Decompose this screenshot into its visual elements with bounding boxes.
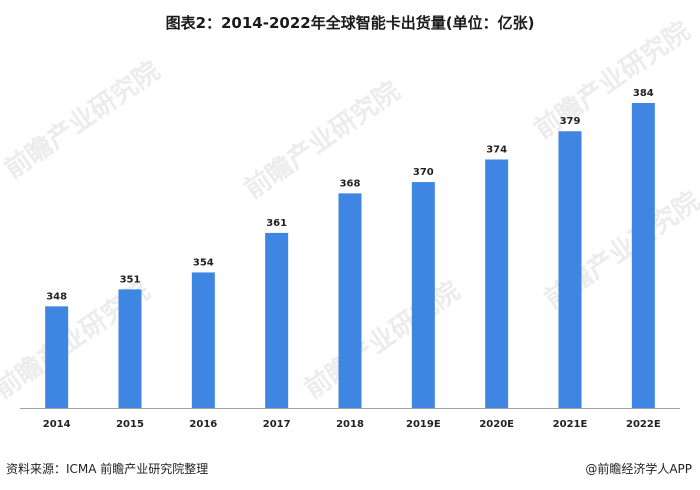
bar-2020E: [485, 159, 509, 408]
bar-2016: [191, 272, 215, 408]
data-label-2016: 354: [193, 257, 214, 268]
x-tick-label-2020E: 2020E: [479, 419, 514, 430]
source-note: 资料来源：ICMA 前瞻产业研究院整理: [6, 462, 209, 476]
bar-2015: [118, 289, 142, 408]
bar-2019E: [411, 182, 435, 408]
data-label-2021E: 379: [560, 116, 581, 127]
data-label-2022E: 384: [633, 88, 654, 99]
x-tick-label-2019E: 2019E: [406, 419, 441, 430]
bar-2017: [265, 232, 289, 408]
data-label-2014: 348: [46, 291, 67, 302]
bar-2022E: [631, 103, 655, 408]
x-tick-label-2022E: 2022E: [626, 419, 661, 430]
x-tick-label-2016: 2016: [189, 419, 217, 430]
data-label-2020E: 374: [486, 144, 507, 155]
x-tick-label-2014: 2014: [43, 419, 71, 430]
data-label-2018: 368: [340, 178, 361, 189]
data-label-2019E: 370: [413, 167, 434, 178]
x-tick-label-2017: 2017: [263, 419, 291, 430]
x-tick-label-2018: 2018: [336, 419, 364, 430]
chart-title: 图表2：2014-2022年全球智能卡出货量(单位：亿张): [165, 14, 535, 32]
x-tick-label-2021E: 2021E: [553, 419, 588, 430]
bar-2018: [338, 193, 362, 408]
x-tick-label-2015: 2015: [116, 419, 144, 430]
footer: 资料来源：ICMA 前瞻产业研究院整理 @前瞻经济学人APP: [0, 452, 700, 490]
bar-2014: [45, 306, 69, 408]
data-label-2015: 351: [120, 274, 141, 285]
data-label-2017: 361: [266, 218, 287, 229]
credit-note: @前瞻经济学人APP: [585, 462, 692, 476]
bar-2021E: [558, 131, 582, 409]
